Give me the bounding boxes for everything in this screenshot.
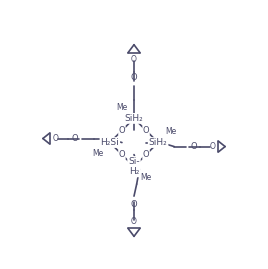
Text: O: O <box>119 150 125 159</box>
Text: Me: Me <box>116 103 127 112</box>
Text: Me: Me <box>92 149 103 158</box>
Text: O: O <box>119 126 125 135</box>
Text: O: O <box>143 126 149 135</box>
Text: O: O <box>131 73 137 82</box>
Text: SiH₂: SiH₂ <box>149 138 168 147</box>
Text: O: O <box>190 142 197 151</box>
Text: O: O <box>71 134 78 143</box>
Text: O: O <box>131 217 137 226</box>
Text: Si-
H₂: Si- H₂ <box>128 157 140 176</box>
Text: SiH₂: SiH₂ <box>125 114 143 123</box>
Text: Me: Me <box>165 127 176 136</box>
Text: Me: Me <box>141 173 152 182</box>
Text: O: O <box>210 142 216 151</box>
Text: O: O <box>143 150 149 159</box>
Text: O: O <box>52 134 58 143</box>
Text: H₂Si: H₂Si <box>100 138 119 147</box>
Text: O: O <box>131 55 137 65</box>
Text: O: O <box>131 200 137 209</box>
